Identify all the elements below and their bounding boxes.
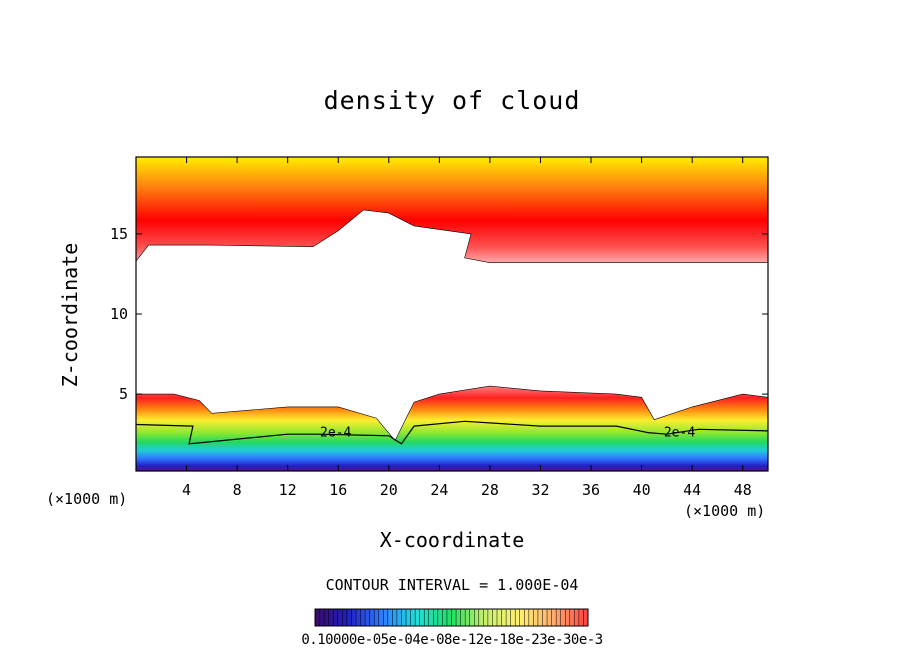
x-axis-label: X-coordinate [379,528,525,552]
x-unit-label-right: (×1000 m) [684,502,766,520]
y-tick-label: 5 [119,385,128,403]
x-tick-label: 32 [531,481,549,499]
y-axis-label: Z-coordinate [58,242,82,388]
chart-title: density of cloud [323,86,581,115]
x-tick-label: 24 [430,481,448,499]
contour-line-2e-4 [136,420,768,445]
lower-cloud-layer [136,385,768,471]
colorbar-ticks [319,609,584,626]
x-tick-label: 4 [182,481,191,499]
colorbar-label: 0.10000e-05e-04e-08e-12e-18e-23e-30e-3 [301,632,603,648]
upper-cloud-layer [136,157,768,263]
contour-label: 2e-4 [320,426,351,441]
x-tick-label: 16 [329,481,347,499]
x-tick-label: 40 [633,481,651,499]
y-tick-label: 15 [110,225,128,243]
x-tick-label: 36 [582,481,600,499]
x-tick-label: 44 [683,481,701,499]
x-unit-label-left: (×1000 m) [46,490,128,508]
x-tick-label: 48 [734,481,752,499]
x-tick-label: 12 [279,481,297,499]
y-axis-ticks: 5 10 15 [110,225,768,403]
x-tick-label: 8 [233,481,242,499]
y-tick-label: 10 [110,305,128,323]
x-axis-ticks: 4 8 12 16 20 24 28 32 36 40 44 48 [182,157,752,499]
x-tick-label: 28 [481,481,499,499]
contour-labels: 2e-4 2e-4 [320,426,695,441]
x-tick-label: 20 [380,481,398,499]
contour-label: 2e-4 [664,426,695,441]
contour-interval-label: CONTOUR INTERVAL = 1.000E-04 [325,576,579,594]
